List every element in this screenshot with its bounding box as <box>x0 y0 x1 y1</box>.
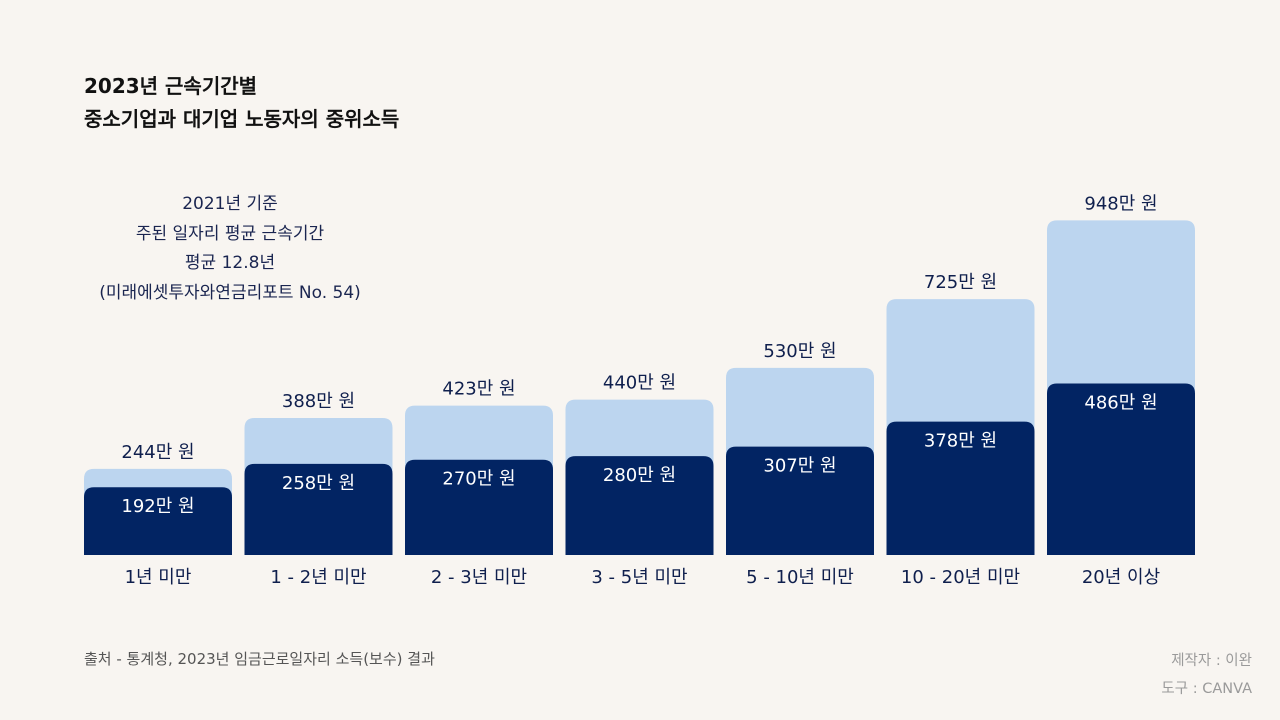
chart-title: 2023년 근속기간별 중소기업과 대기업 노동자의 중위소득 <box>84 70 399 136</box>
label-sme: 486만 원 <box>1084 392 1157 413</box>
credits: 제작자 : 이완 도구 : CANVA <box>1161 647 1252 703</box>
bar-sme <box>886 421 1035 555</box>
x-tick-label: 1 - 2년 미만 <box>270 567 366 588</box>
label-large-enterprise: 423만 원 <box>442 379 515 400</box>
label-sme: 270만 원 <box>442 469 515 490</box>
author-credit: 제작자 : 이완 <box>1171 653 1252 669</box>
chart-title-line1: 2023년 근속기간별 <box>84 74 258 98</box>
label-large-enterprise: 948만 원 <box>1084 193 1157 214</box>
note-line3: 평균 12.8년 <box>184 253 276 273</box>
label-sme: 258만 원 <box>282 473 355 494</box>
x-tick-label: 2 - 3년 미만 <box>431 567 527 588</box>
label-sme: 307만 원 <box>763 456 836 477</box>
note-line1: 2021년 기준 <box>182 194 278 214</box>
label-large-enterprise: 244만 원 <box>121 442 194 463</box>
chart-title-line2: 중소기업과 대기업 노동자의 중위소득 <box>84 107 400 131</box>
note-line2: 주된 일자리 평균 근속기간 <box>135 223 325 244</box>
x-tick-label: 10 - 20년 미만 <box>901 567 1020 588</box>
bar-sme <box>1047 383 1195 555</box>
note-line4: (미래에셋투자와연금리포트 No. 54) <box>99 282 361 303</box>
tool-credit: 도구 : CANVA <box>1161 681 1252 697</box>
x-tick-label: 20년 이상 <box>1082 567 1160 588</box>
label-large-enterprise: 725만 원 <box>924 272 997 293</box>
source-note: 출처 - 통계청, 2023년 임금근로일자리 소득(보수) 결과 <box>84 650 435 668</box>
label-sme: 378만 원 <box>924 431 997 452</box>
bar-sme <box>84 487 232 555</box>
bar-sme <box>726 446 874 555</box>
bar-sme <box>405 459 553 555</box>
x-tick-label: 1년 미만 <box>125 567 192 588</box>
annotation-note: 2021년 기준 주된 일자리 평균 근속기간 평균 12.8년 (미래에셋투자… <box>70 190 390 308</box>
bar-sme <box>565 456 714 555</box>
label-large-enterprise: 388만 원 <box>282 391 355 412</box>
label-large-enterprise: 530만 원 <box>763 341 836 362</box>
label-large-enterprise: 440만 원 <box>603 373 676 394</box>
bar-sme <box>244 463 393 555</box>
label-sme: 192만 원 <box>121 496 194 517</box>
x-tick-label: 5 - 10년 미만 <box>746 567 854 588</box>
x-tick-label: 3 - 5년 미만 <box>591 567 687 588</box>
label-sme: 280만 원 <box>603 465 676 486</box>
